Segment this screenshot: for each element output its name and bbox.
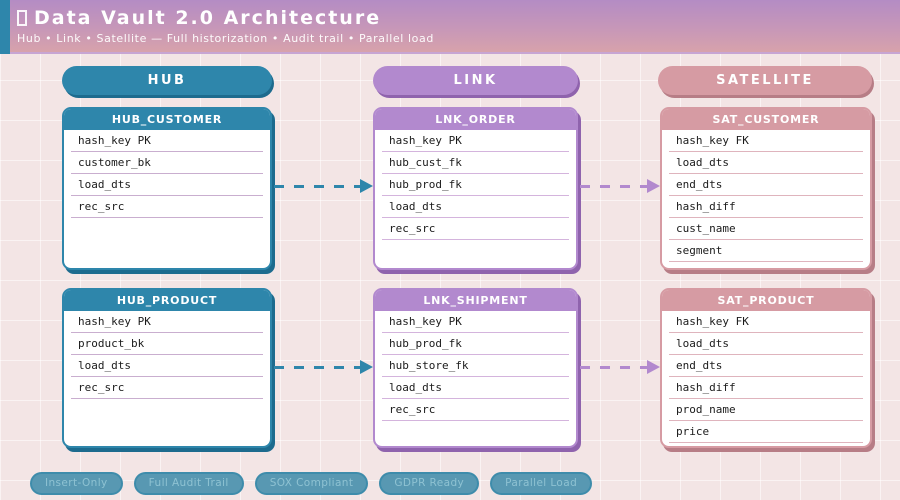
field-row: end_dts: [669, 355, 863, 377]
field-row: hub_prod_fk: [382, 333, 569, 355]
table-title: SAT_CUSTOMER: [662, 109, 870, 130]
field-row: rec_src: [382, 399, 569, 421]
table-title: SAT_PRODUCT: [662, 290, 870, 311]
field-row: hash_diff: [669, 377, 863, 399]
field-row: product_bk: [71, 333, 263, 355]
field-row: rec_src: [382, 218, 569, 240]
field-row: cust_name: [669, 218, 863, 240]
arrow-lnk-order-to-sat-customer: [580, 179, 660, 193]
table-title: HUB_PRODUCT: [64, 290, 270, 311]
arrow-hub-product-to-lnk-shipment: [274, 360, 373, 374]
field-row: end_dts: [669, 174, 863, 196]
field-row: load_dts: [669, 152, 863, 174]
badge-insert-only: Insert-Only: [30, 472, 123, 495]
field-row: hash_diff: [669, 196, 863, 218]
field-row: customer_bk: [71, 152, 263, 174]
field-row: load_dts: [382, 377, 569, 399]
table-lnk-shipment: LNK_SHIPMENT hash_key PK hub_prod_fk hub…: [373, 288, 578, 448]
footer-badges: Insert-Only Full Audit Trail SOX Complia…: [30, 472, 593, 495]
table-title: LNK_SHIPMENT: [375, 290, 576, 311]
table-sat-product: SAT_PRODUCT hash_key FK load_dts end_dts…: [660, 288, 872, 448]
lane-pill-link: LINK: [373, 66, 578, 95]
field-row: load_dts: [382, 196, 569, 218]
field-row: hash_key FK: [669, 311, 863, 333]
table-title: LNK_ORDER: [375, 109, 576, 130]
lane-pill-hub: HUB: [62, 66, 272, 95]
title-row: Data Vault 2.0 Architecture: [17, 7, 381, 29]
field-row: segment: [669, 240, 863, 262]
badge-full-audit-trail: Full Audit Trail: [133, 472, 244, 495]
badge-parallel-load: Parallel Load: [490, 472, 593, 495]
badge-gdpr-ready: GDPR Ready: [379, 472, 480, 495]
field-row: hub_cust_fk: [382, 152, 569, 174]
badge-sox-compliant: SOX Compliant: [254, 472, 369, 495]
header-banner: Data Vault 2.0 Architecture Hub • Link •…: [0, 0, 900, 54]
page-subtitle: Hub • Link • Satellite — Full historizat…: [17, 32, 434, 45]
field-row: hub_prod_fk: [382, 174, 569, 196]
table-hub-customer: HUB_CUSTOMER hash_key PK customer_bk loa…: [62, 107, 272, 270]
table-lnk-order: LNK_ORDER hash_key PK hub_cust_fk hub_pr…: [373, 107, 578, 270]
field-row: hash_key FK: [669, 130, 863, 152]
field-row: rec_src: [71, 377, 263, 399]
field-row: prod_name: [669, 399, 863, 421]
field-row: rec_src: [71, 196, 263, 218]
field-row: hash_key PK: [71, 311, 263, 333]
arrow-lnk-shipment-to-sat-product: [580, 360, 660, 374]
lane-pill-satellite: SATELLITE: [658, 66, 872, 95]
field-row: hash_key PK: [382, 130, 569, 152]
header-accent-bar: [0, 0, 10, 54]
table-sat-customer: SAT_CUSTOMER hash_key FK load_dts end_dt…: [660, 107, 872, 270]
table-title: HUB_CUSTOMER: [64, 109, 270, 130]
field-row: load_dts: [71, 355, 263, 377]
field-row: hub_store_fk: [382, 355, 569, 377]
field-row: price: [669, 421, 863, 443]
table-hub-product: HUB_PRODUCT hash_key PK product_bk load_…: [62, 288, 272, 448]
field-row: load_dts: [71, 174, 263, 196]
field-row: hash_key PK: [382, 311, 569, 333]
field-row: hash_key PK: [71, 130, 263, 152]
field-row: load_dts: [669, 333, 863, 355]
page-title: Data Vault 2.0 Architecture: [34, 7, 382, 29]
missing-glyph-icon: [17, 10, 27, 26]
arrow-hub-customer-to-lnk-order: [274, 179, 373, 193]
